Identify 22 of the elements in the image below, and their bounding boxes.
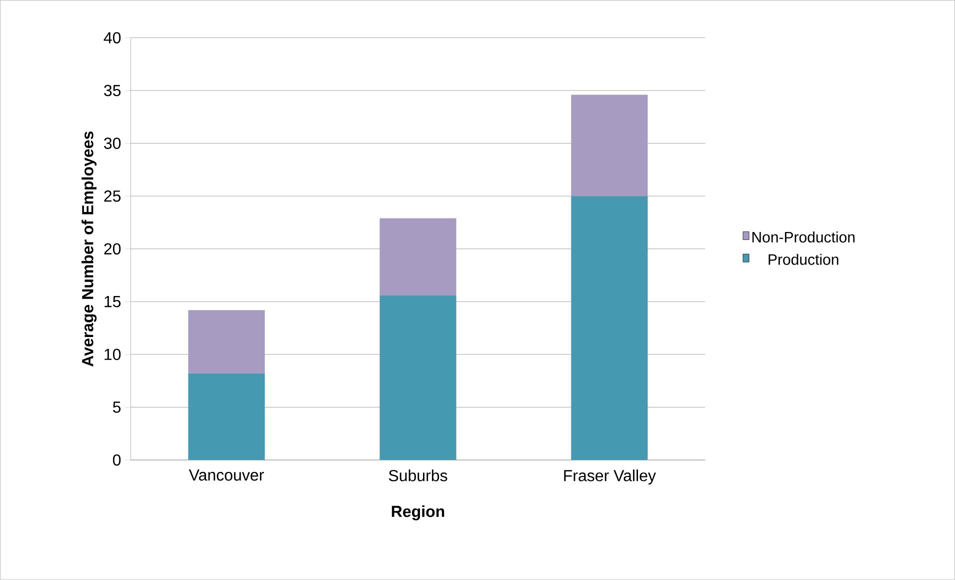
y-tick-label: 10 [104,348,121,360]
x-tick-label: Fraser Valley [564,470,656,485]
y-tick-label: 30 [104,138,121,150]
bar [380,218,456,296]
bar [188,310,265,374]
bar [571,94,648,196]
bar [380,295,456,460]
x-axis-title: Region [392,505,444,520]
y-axis-title: Average Number of Employees [82,132,97,367]
y-tick-label: 35 [104,84,121,96]
y-tick-label: 15 [104,296,121,308]
bar [571,196,648,460]
x-tick-label: Vancouver [188,470,264,481]
x-tick-label: Suburbs [388,470,448,482]
y-tick-label: 0 [112,454,121,466]
legend-label: Production [768,254,838,265]
y-tick-label: 25 [104,190,121,202]
y-tick-label: 40 [104,32,121,44]
y-tick-label: 20 [104,243,121,255]
y-tick-label: 5 [112,402,121,413]
bar [188,374,265,460]
legend-label: Non-Production [752,232,855,243]
